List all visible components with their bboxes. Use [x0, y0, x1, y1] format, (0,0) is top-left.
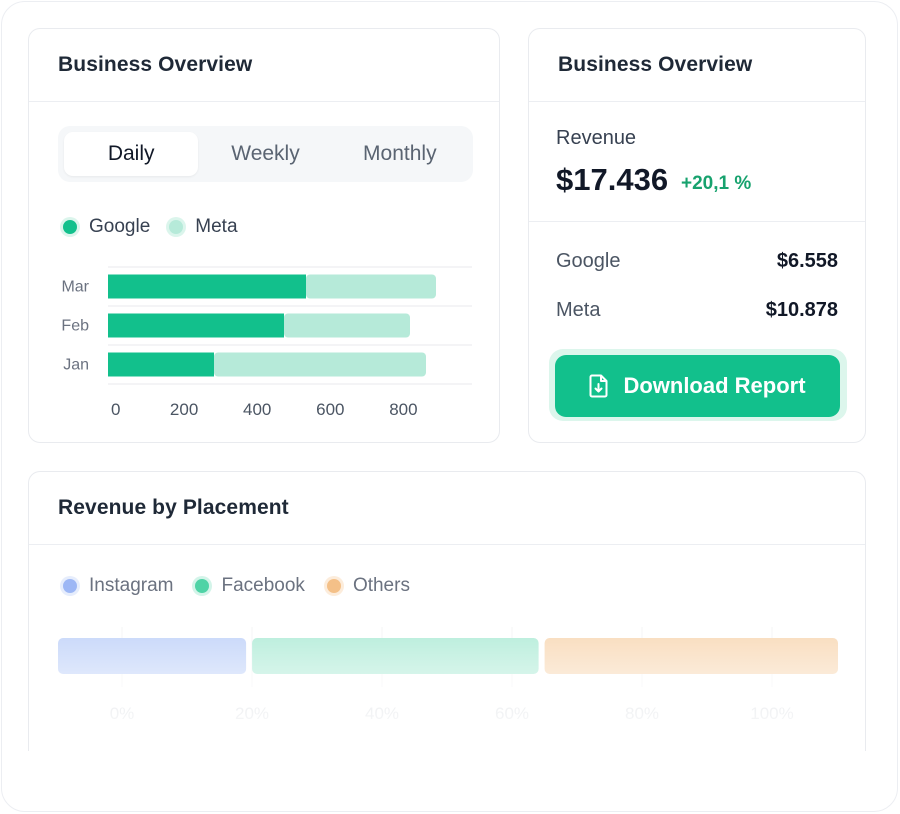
placement-stacked-bar-chart: 0% 20% 40% 60% 80% 100% — [58, 627, 838, 723]
others-color-dot — [326, 579, 341, 593]
business-overview-chart-card: Business Overview Daily Weekly Monthly G… — [28, 28, 500, 443]
bar-meta — [306, 274, 436, 299]
revenue-by-placement-card: Revenue by Placement Instagram Facebook … — [28, 471, 866, 751]
card-title: Revenue by Placement — [29, 472, 865, 545]
bar-google — [108, 352, 214, 377]
row-value: $6.558 — [776, 250, 838, 272]
row-name: Meta — [556, 299, 601, 321]
category-label: Mar — [61, 279, 89, 296]
legend-facebook: Facebook — [195, 575, 305, 597]
file-download-icon — [589, 374, 608, 398]
revenue-row-google: Google $6.558 — [556, 250, 838, 273]
x-tick-label: 0% — [110, 704, 135, 723]
legend-meta-label: Meta — [195, 216, 238, 237]
download-report-button[interactable]: Download Report — [555, 355, 840, 417]
meta-color-dot — [169, 220, 184, 234]
divider — [529, 221, 865, 222]
legend-instagram: Instagram — [63, 575, 173, 597]
legend-others: Others — [326, 575, 410, 597]
revenue-bar-chart: Mar Feb Jan 0 200 400 600 800 — [61, 266, 472, 419]
download-button-halo: Download Report — [549, 349, 847, 421]
card-title: Business Overview — [529, 29, 865, 102]
tab-monthly[interactable]: Monthly — [363, 142, 437, 165]
placement-legend: Instagram Facebook Others — [63, 575, 429, 597]
bar-meta — [214, 352, 426, 377]
google-color-dot — [63, 220, 77, 234]
x-tick-label: 0 — [111, 400, 120, 419]
legend-meta: Meta — [169, 216, 238, 238]
tab-daily[interactable]: Daily — [64, 132, 199, 176]
row-name: Google — [556, 250, 621, 272]
x-tick-label: 400 — [243, 400, 271, 419]
row-value: $10.878 — [765, 299, 838, 321]
revenue-amount: $17.436 — [556, 162, 669, 197]
x-tick-label: 80% — [625, 704, 659, 723]
revenue-summary-card: Business Overview Revenue $17.436 +20,1 … — [528, 28, 866, 443]
x-tick-label: 200 — [170, 400, 198, 419]
period-tabs: Daily Weekly Monthly — [58, 126, 473, 182]
facebook-color-dot — [195, 579, 210, 593]
x-tick-label: 60% — [495, 704, 529, 723]
legend-others-label: Others — [352, 575, 410, 596]
revenue-change-badge: +20,1 % — [681, 173, 752, 194]
revenue-label: Revenue — [556, 127, 637, 149]
x-tick-label: 800 — [389, 400, 417, 419]
x-tick-label: 40% — [365, 704, 399, 723]
segment-facebook — [252, 638, 539, 674]
x-tick-label: 100% — [750, 704, 793, 723]
segment-instagram — [58, 638, 247, 674]
category-label: Feb — [61, 318, 89, 335]
bar-google — [108, 274, 306, 299]
legend-google-label: Google — [89, 216, 151, 237]
instagram-color-dot — [63, 579, 77, 593]
bar-meta — [284, 313, 410, 338]
chart-legend: Google Meta — [63, 216, 257, 238]
tab-weekly[interactable]: Weekly — [231, 142, 300, 165]
x-tick-label: 20% — [235, 704, 269, 723]
download-report-label: Download Report — [623, 373, 806, 398]
category-label: Jan — [63, 357, 89, 374]
x-tick-label: 600 — [316, 400, 344, 419]
legend-facebook-label: Facebook — [221, 575, 305, 596]
legend-instagram-label: Instagram — [89, 575, 174, 596]
card-title: Business Overview — [29, 29, 499, 102]
revenue-row-meta: Meta $10.878 — [556, 299, 838, 322]
legend-google: Google — [63, 216, 150, 238]
segment-others — [544, 638, 838, 674]
bar-google — [108, 313, 284, 338]
